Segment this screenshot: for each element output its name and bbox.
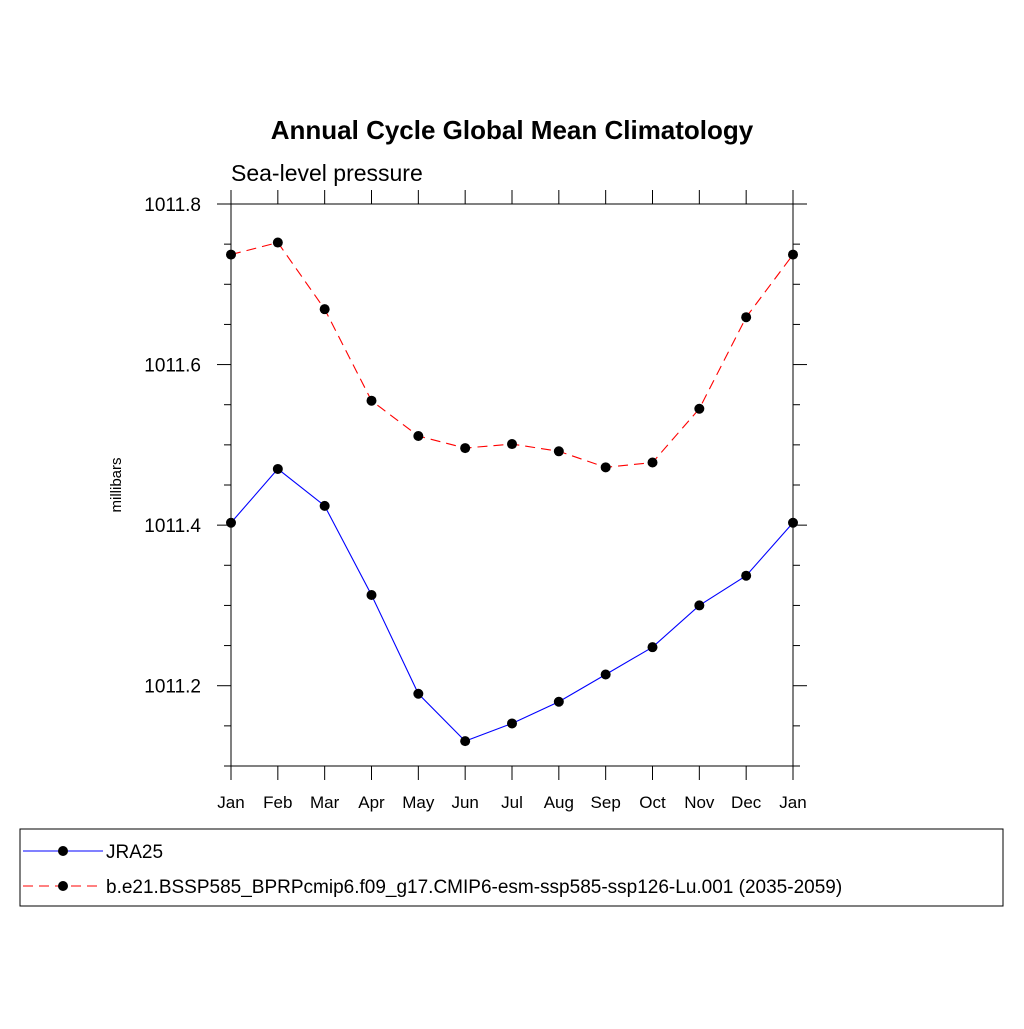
chart-title: Annual Cycle Global Mean Climatology (271, 115, 754, 145)
legend-box (19, 828, 1004, 907)
data-point (788, 249, 798, 260)
data-point (226, 249, 236, 260)
data-point (226, 517, 236, 528)
data-point (507, 439, 517, 450)
legend: JRA25 b.e21.BSSP585_BPRPcmip6.f09_g17.CM… (19, 828, 1004, 907)
data-point (413, 688, 424, 699)
data-point (694, 403, 705, 414)
x-tick-label: Nov (684, 793, 715, 812)
x-tick-label: Sep (591, 793, 621, 812)
x-tick-label: May (402, 793, 435, 812)
data-point (460, 736, 471, 747)
data-point (507, 718, 517, 729)
y-tick-label: 1011.4 (144, 516, 201, 537)
legend-entry: JRA25 (23, 842, 163, 863)
data-point (600, 669, 611, 680)
y-tick-label: 1011.2 (144, 677, 201, 698)
data-point (366, 395, 377, 406)
x-tick-label: Jul (501, 793, 523, 812)
x-tick-label: Apr (358, 793, 385, 812)
y-tick-label: 1011.8 (144, 195, 201, 216)
chart-subtitle: Sea-level pressure (231, 160, 423, 186)
x-tick-label: Oct (639, 793, 666, 812)
x-axis: Jan Feb Mar Apr May Jun Jul Aug Sep Oct Nov Dec Jan (217, 190, 807, 812)
x-tick-label: Jan (217, 793, 244, 812)
legend-swatch-marker (58, 846, 68, 856)
data-point (272, 237, 283, 248)
data-point (413, 431, 424, 442)
data-point (553, 696, 564, 707)
x-tick-label: Aug (544, 793, 574, 812)
x-tick-label: Mar (310, 793, 340, 812)
data-point (788, 517, 798, 528)
series-0 (226, 463, 798, 747)
legend-swatch-marker (58, 881, 68, 891)
data-point (272, 463, 283, 474)
data-point (460, 443, 471, 454)
data-point (366, 589, 377, 600)
data-point (553, 446, 564, 457)
series-line (230, 468, 794, 742)
legend-label: JRA25 (106, 842, 163, 863)
x-tick-label: Dec (731, 793, 762, 812)
series-line (230, 241, 794, 468)
legend-entry: b.e21.BSSP585_BPRPcmip6.f09_g17.CMIP6-es… (23, 877, 842, 898)
plot-border (230, 203, 794, 767)
plot-frame (230, 203, 794, 767)
x-tick-label: Feb (263, 793, 292, 812)
series-layer (226, 237, 798, 747)
data-point (694, 600, 705, 611)
data-point (741, 570, 752, 581)
data-point (319, 500, 330, 511)
x-tick-label: Jun (451, 793, 478, 812)
data-point (741, 312, 752, 323)
data-point (647, 642, 658, 653)
data-point (600, 462, 611, 473)
series-1 (226, 237, 798, 473)
y-axis-label: millibars (108, 457, 125, 512)
x-tick-label: Jan (779, 793, 806, 812)
legend-label: b.e21.BSSP585_BPRPcmip6.f09_g17.CMIP6-es… (106, 877, 842, 898)
y-axis: 1011.2 1011.4 1011.6 1011.8 (144, 195, 807, 767)
data-point (319, 304, 330, 315)
data-point (647, 457, 658, 468)
y-tick-label: 1011.6 (144, 356, 201, 377)
